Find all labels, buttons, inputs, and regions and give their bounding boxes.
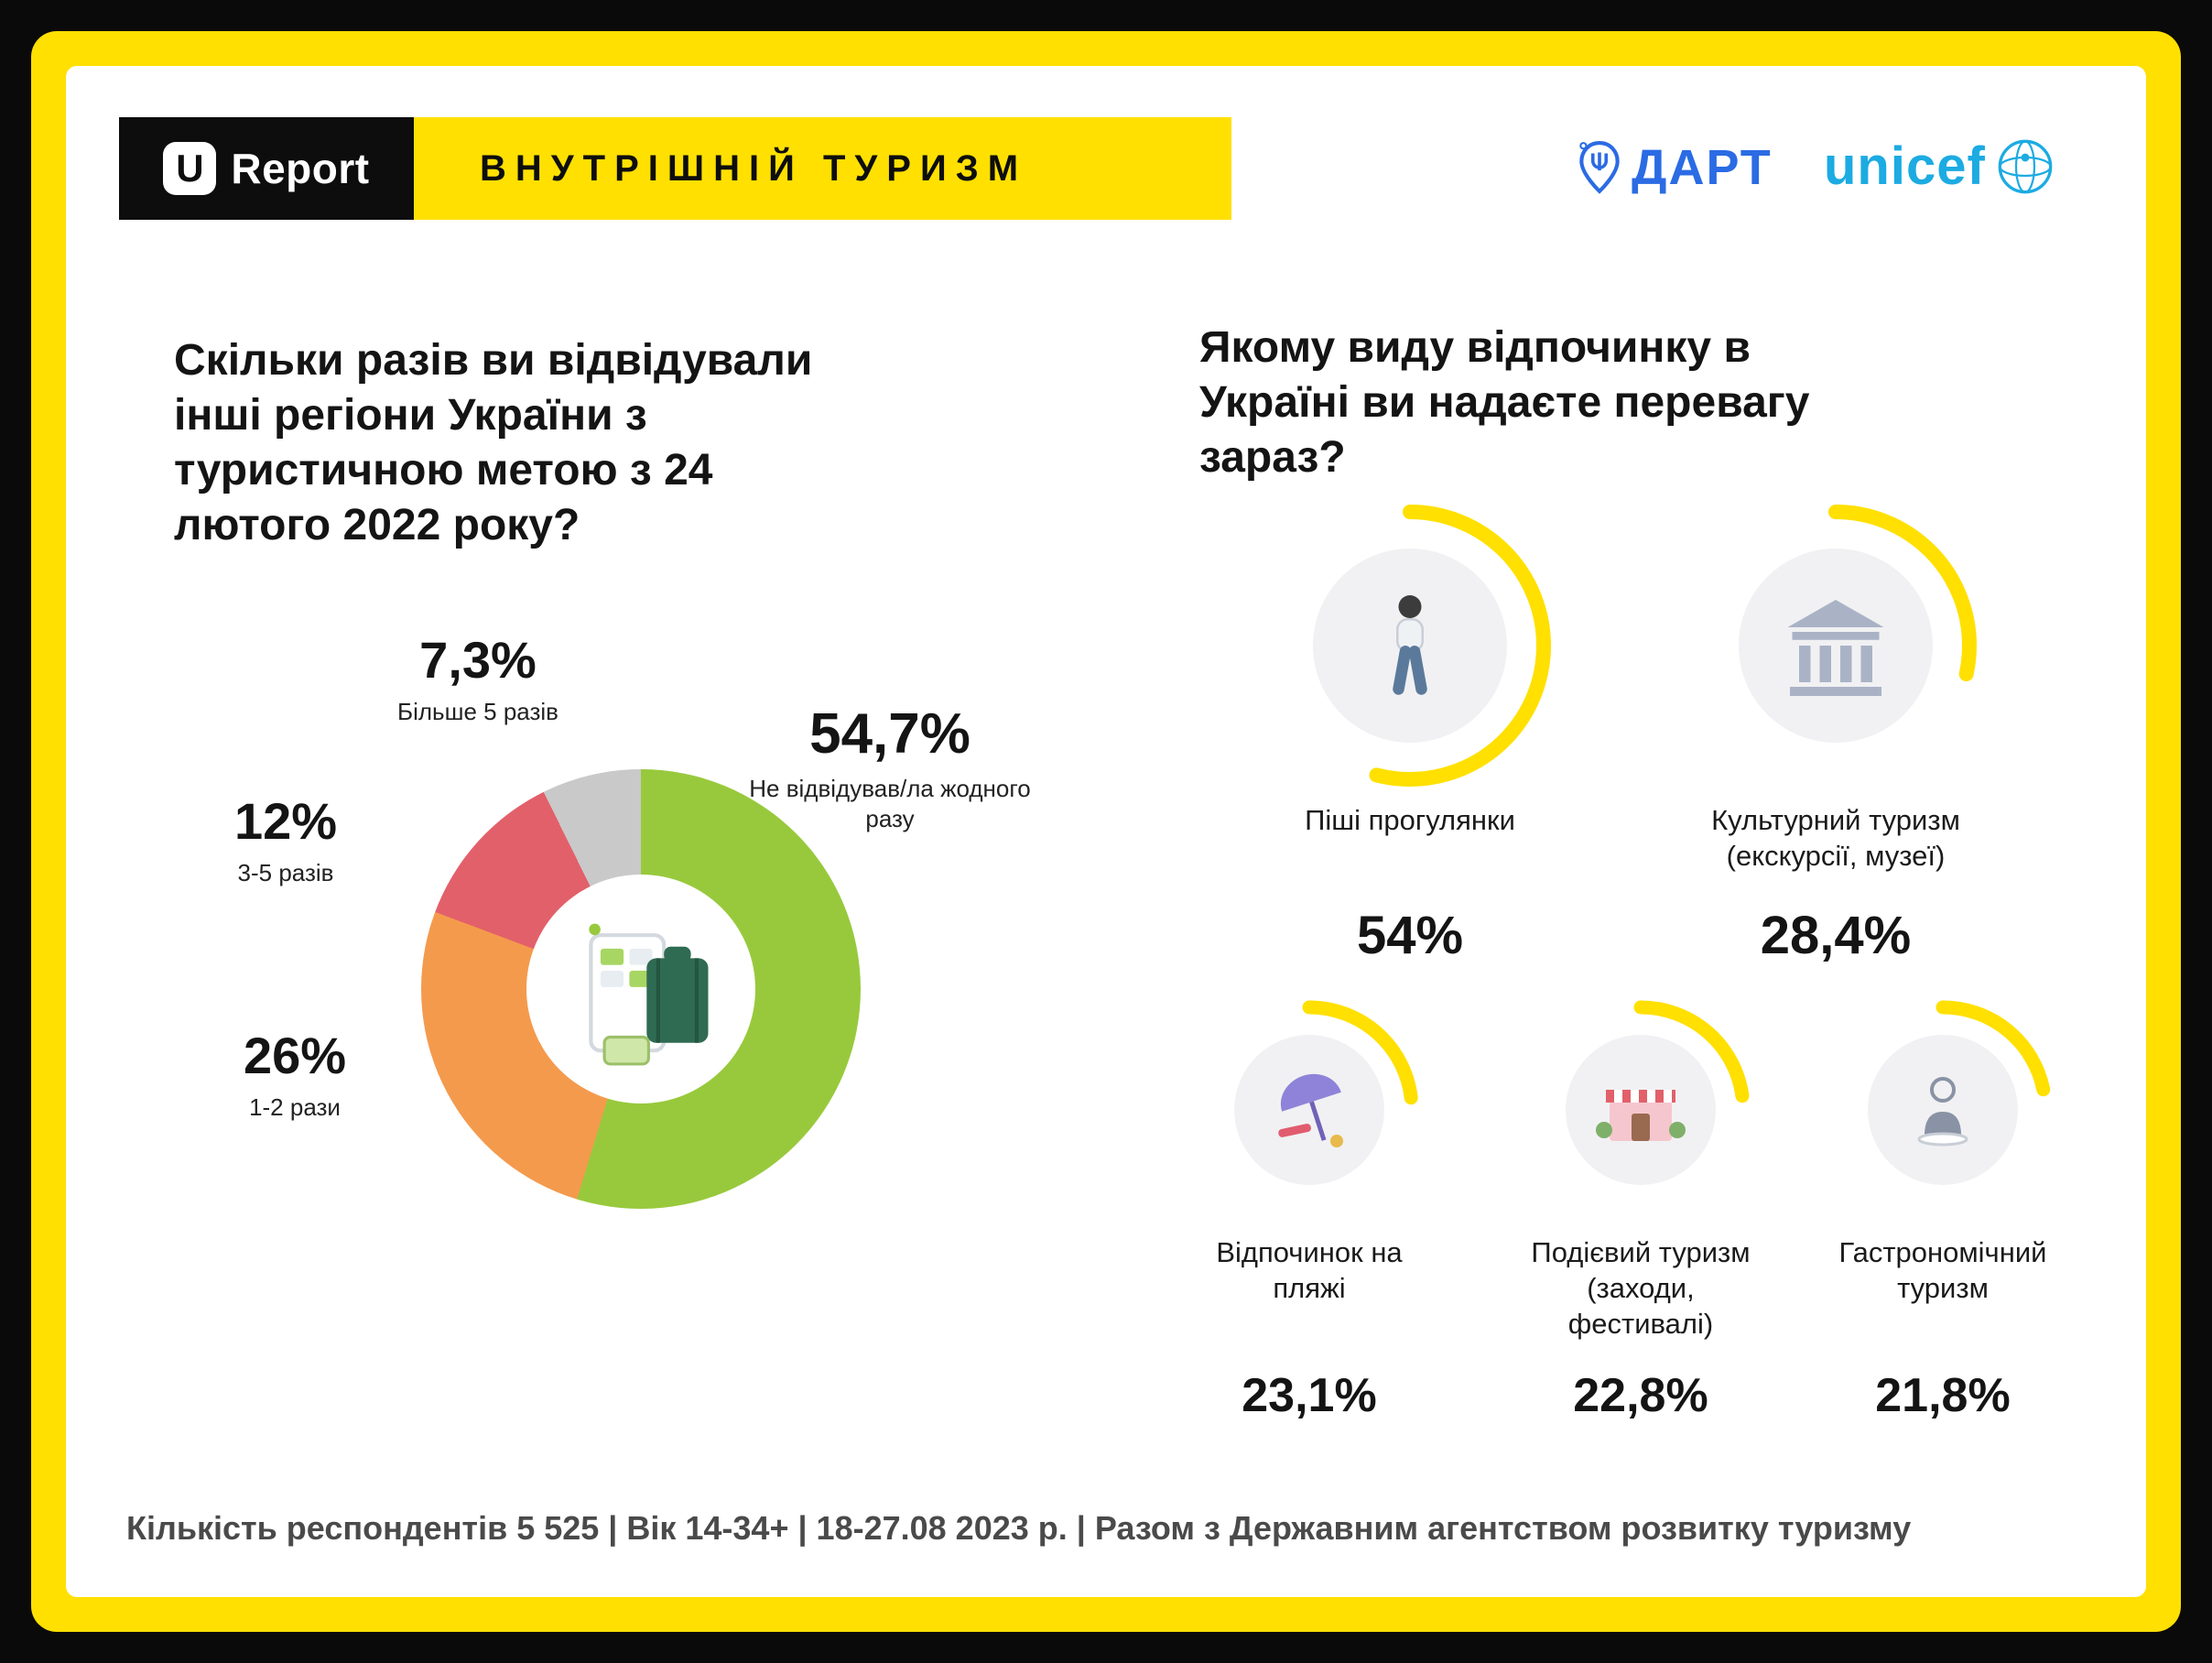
segment-label-more-than-5: 7,3% Більше 5 разів [341,630,615,727]
stat-percentage: 23,1% [1242,1369,1377,1422]
unicef-logo-text: unicef [1824,136,1986,196]
yellow-frame: U Report ВНУТРІШНІЙ ТУРИЗМ ДАРТ unicef [31,31,2181,1632]
museum-icon [1787,600,1884,696]
unicef-emblem-icon [1998,139,2053,193]
question-right-line: зараз? [1199,433,1346,482]
walking-person-icon [1393,595,1427,695]
dart-logo-text: ДАРТ [1632,140,1773,195]
segment-percentage: 26% [243,1027,347,1084]
stat-label: Гастрономічний туризм [1838,1236,2047,1304]
segment-label-never: 54,7% Не відвідував/ла жодного разу [725,701,1055,834]
donut-hole [526,875,755,1103]
stat-percentage: 21,8% [1875,1369,2011,1422]
stat-beach: Відпочинок на пляжі 23,1% [1158,1000,1460,1423]
dart-logo: ДАРТ [1578,139,1773,196]
segment-name: Не відвідував/ла жодного разу [749,775,1031,832]
question-left-line: Скільки разів ви відвідували [174,336,813,385]
stat-walking: Піші прогулянки 54% [1245,504,1575,966]
ureport-logo-text: Report [231,145,370,192]
stat-cultural: Культурний туризм (екскурсії, музеї) 28,… [1671,504,2001,966]
stat-label: Відпочинок на пляжі [1216,1236,1403,1304]
stat-events: Подієвий туризм (заходи, фестивалі) 22,8… [1490,1000,1792,1423]
dart-pin-icon [1579,141,1620,194]
stat-percentage: 28,4% [1760,906,1912,965]
segment-percentage: 7,3% [419,631,537,689]
segment-label-1-2-times: 26% 1-2 рази [153,1026,437,1123]
stat-percentage: 22,8% [1573,1369,1708,1422]
segment-percentage: 12% [233,792,338,850]
progress-ring [1199,1000,1419,1220]
stat-label: Культурний туризм (екскурсії, музеї) [1711,804,1960,872]
ureport-u-icon: U [163,142,217,195]
question-left-line: туристичною метою з 24 [174,446,713,495]
segment-name: Більше 5 разів [397,698,558,725]
segment-name: 3-5 разів [237,859,334,886]
stat-gastronomy: Гастрономічний туризм 21,8% [1792,1000,2094,1423]
beach-umbrella-icon [1278,1073,1343,1147]
question-left-line: лютого 2022 року? [174,501,580,549]
donut-chart [421,769,861,1209]
question-right-line: Україні ви надаєте перевагу [1199,378,1810,427]
stat-label: Піші прогулянки [1305,804,1515,836]
progress-ring [1695,505,1977,787]
ureport-logo: U Report [119,117,414,220]
title-bar: ВНУТРІШНІЙ ТУРИЗМ [414,117,1231,220]
question-right-line: Якому виду відпочинку в [1199,323,1751,372]
gastronomy-icon [1917,1077,1968,1147]
question-left-line: інші регіони України з [174,391,647,440]
progress-ring [1833,1000,2053,1220]
stat-percentage: 54% [1356,906,1464,965]
segment-percentage: 54,7% [809,702,970,766]
festival-building-icon [1596,1090,1686,1141]
infographic-title: ВНУТРІШНІЙ ТУРИЗМ [480,147,1028,189]
question-left: Скільки разів ви відвідували інші регіон… [174,333,1071,553]
content-area: U Report ВНУТРІШНІЙ ТУРИЗМ ДАРТ unicef [66,66,2146,1597]
unicef-logo: unicef [1824,136,2054,197]
segment-name: 1-2 рази [249,1093,341,1121]
segment-label-3-5-times: 12% 3-5 разів [144,791,428,888]
footer-note: Кількість респондентів 5 525 | Вік 14-34… [126,1509,1912,1547]
stat-label: Подієвий туризм (заходи, фестивалі) [1531,1236,1751,1340]
question-right: Якому виду відпочинку в Україні ви надає… [1199,321,2097,485]
travel-illustration-icon [589,923,709,1066]
